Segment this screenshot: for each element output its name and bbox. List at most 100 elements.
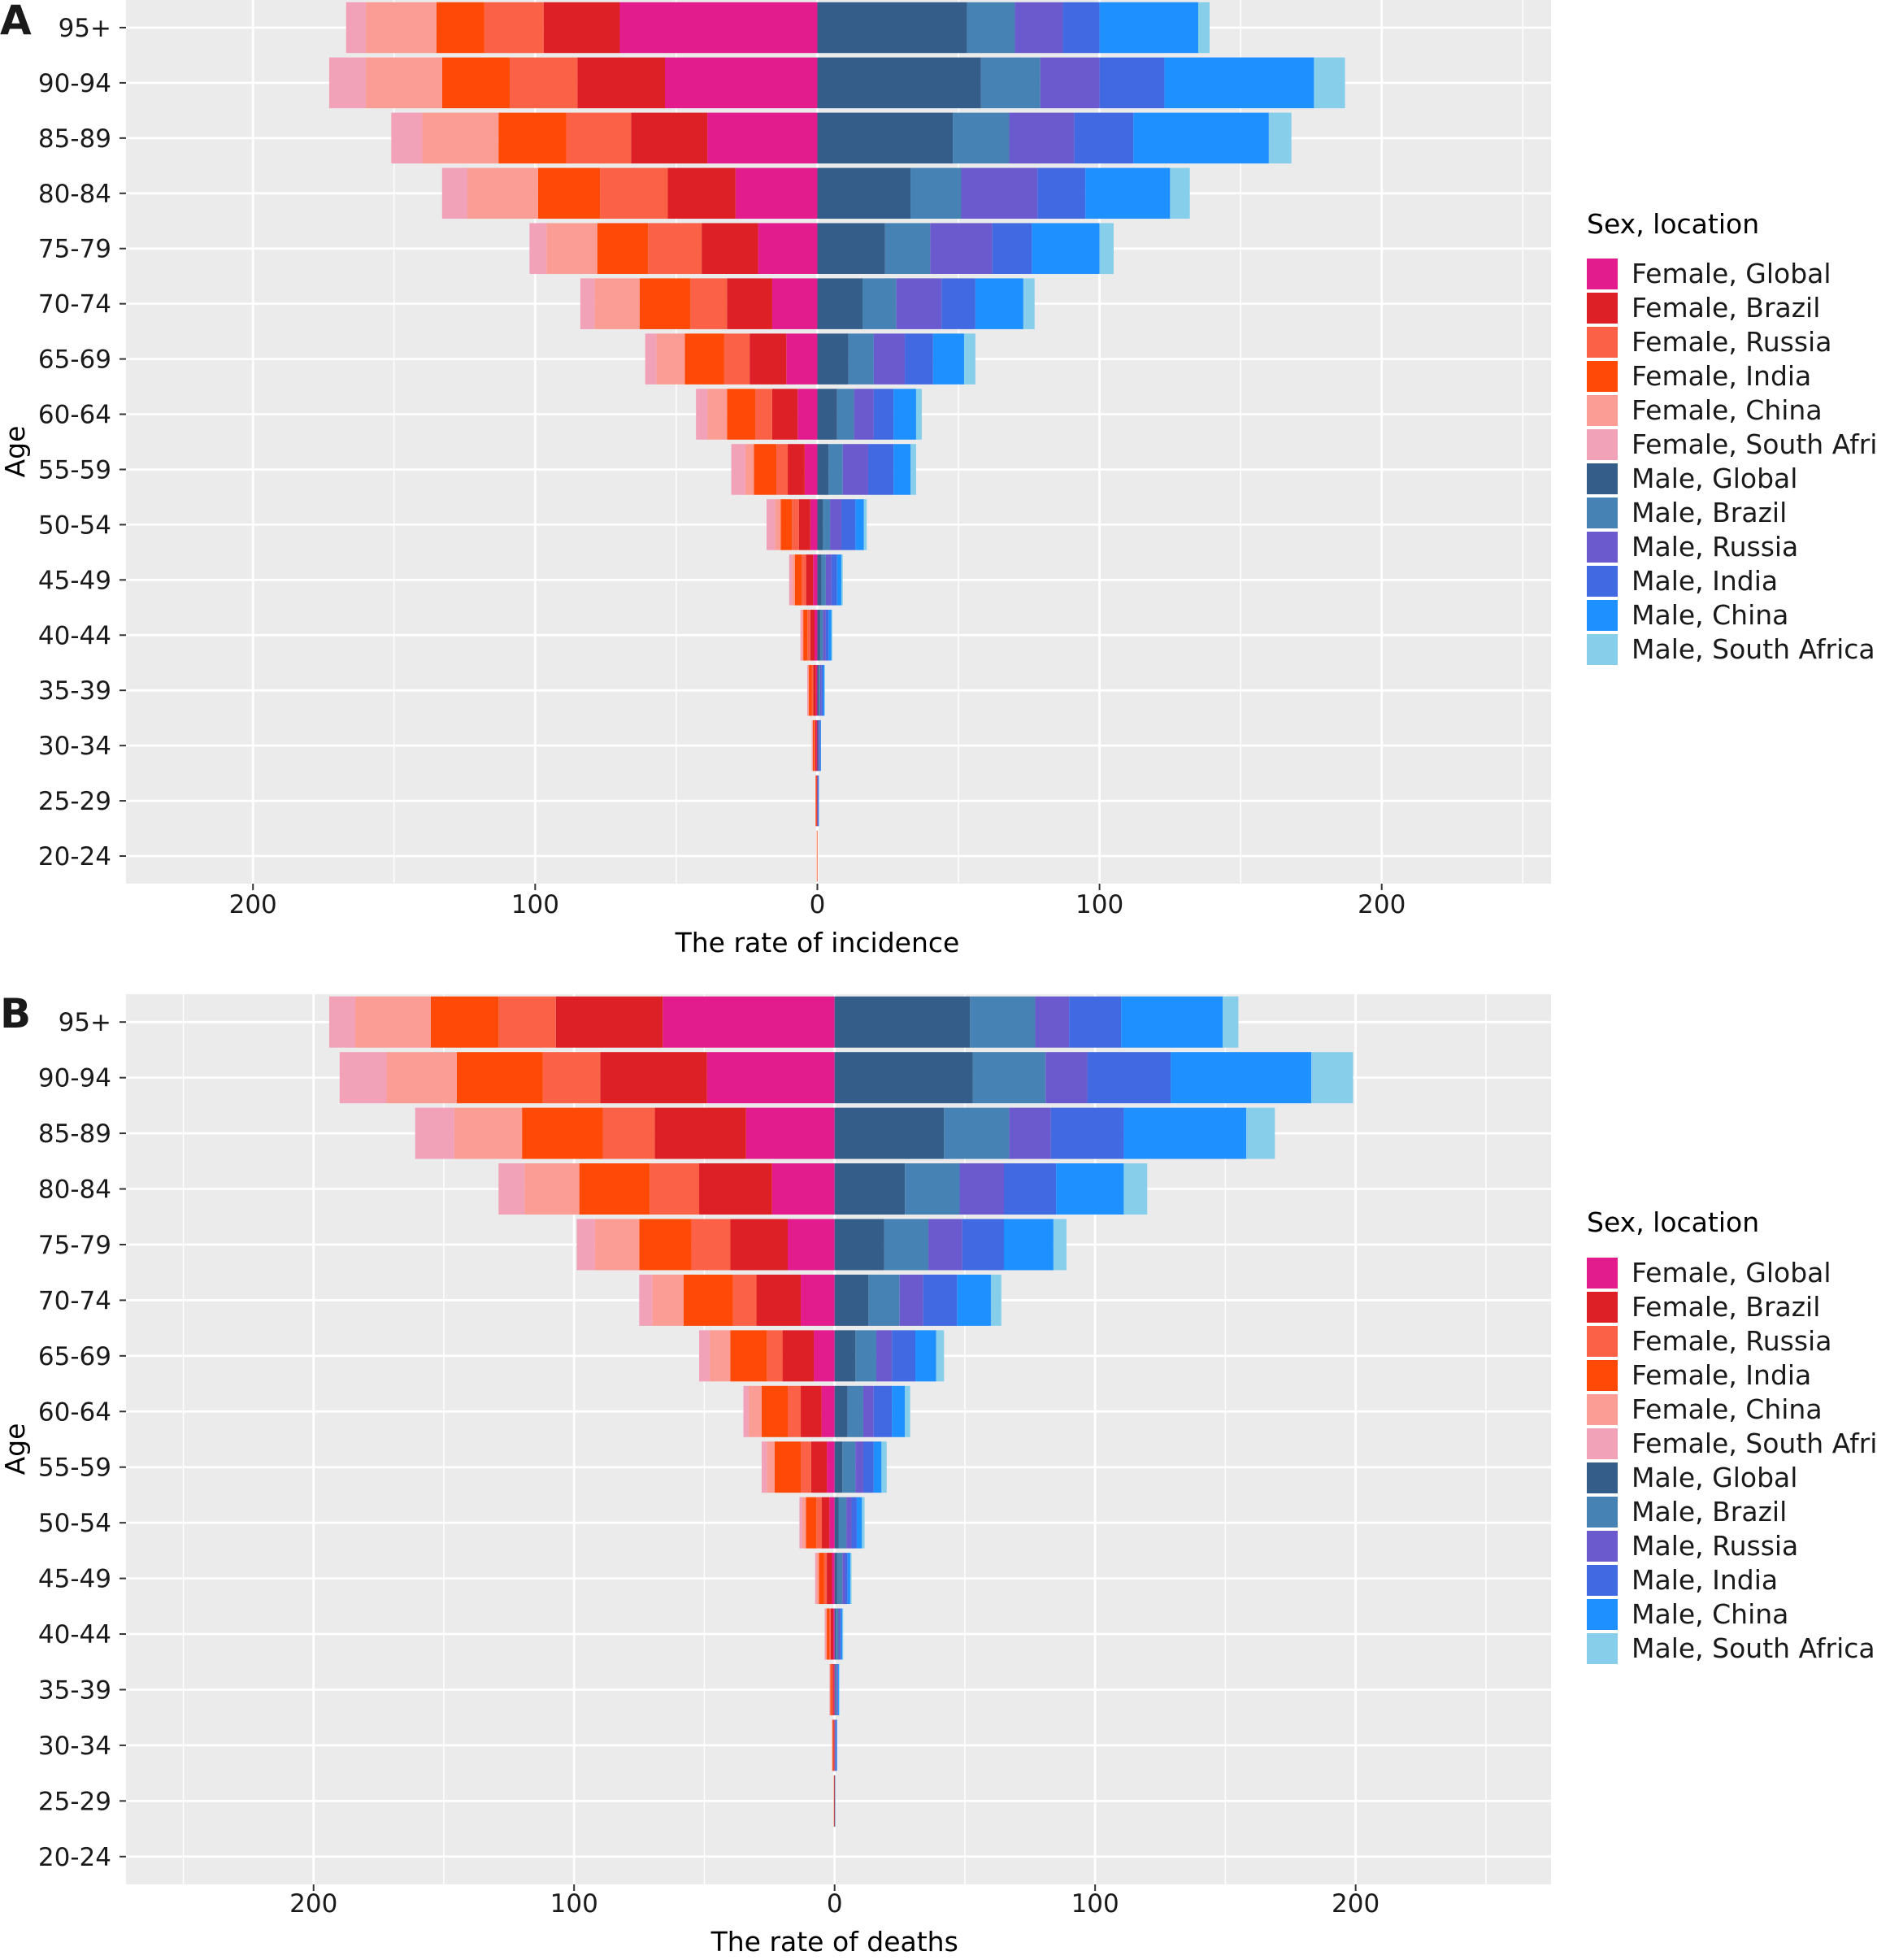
bar-female-global-75-79	[758, 223, 818, 274]
bar-male-china-40-44	[828, 610, 832, 661]
legend-swatch-male-brazil	[1587, 498, 1618, 528]
bar-male-china-30-34	[836, 1719, 837, 1771]
bar-female-brazil-75-79	[730, 1219, 789, 1271]
bar-female-global-55-59	[827, 1441, 835, 1493]
bar-male-south-africa-55-59	[881, 1441, 887, 1493]
bar-female-brazil-55-59	[788, 444, 805, 495]
y-tick-label: 75-79	[38, 1231, 111, 1260]
bar-male-china-60-64	[892, 1385, 906, 1437]
bar-female-russia-40-44	[807, 610, 810, 661]
x-tick-label: 200	[1358, 890, 1406, 919]
bar-male-russia-85-89	[1009, 1107, 1051, 1159]
bar-female-global-85-89	[707, 112, 818, 164]
bar-female-brazil-90-94	[600, 1052, 707, 1104]
bar-female-china-50-54	[802, 1497, 806, 1549]
bar-female-india-50-54	[806, 1497, 817, 1549]
bar-male-global-70-74	[834, 1274, 869, 1326]
bar-male-brazil-90-94	[980, 57, 1041, 109]
bar-male-india-60-64	[873, 389, 894, 440]
legend-swatch-male-brazil	[1587, 1497, 1618, 1528]
bar-female-brazil-55-59	[810, 1441, 828, 1493]
y-tick-label: 90-94	[38, 1064, 111, 1093]
bar-female-india-60-64	[761, 1385, 789, 1437]
bar-female-south-africa-55-59	[761, 1441, 767, 1493]
bar-female-south-africa-90-94	[339, 1052, 387, 1104]
bar-female-global-35-39	[833, 1663, 835, 1715]
bar-male-brazil-30-34	[835, 1719, 836, 1771]
bar-male-global-85-89	[834, 1107, 945, 1159]
legend-swatch-male-china	[1587, 1599, 1618, 1630]
bar-male-brazil-60-64	[847, 1385, 863, 1437]
legend-title: Sex, location	[1587, 208, 1759, 240]
bar-female-china-85-89	[422, 112, 499, 164]
bar-female-brazil-45-49	[806, 554, 814, 606]
bar-female-china-65-69	[709, 1330, 731, 1382]
legend-swatch-male-russia	[1587, 1531, 1618, 1562]
x-tick-label: 100	[1075, 890, 1123, 919]
bar-female-brazil-60-64	[801, 1385, 822, 1437]
x-tick-label: 200	[289, 1889, 337, 1919]
y-tick-label: 50-54	[38, 511, 111, 540]
bar-female-global-40-44	[833, 1608, 835, 1660]
bar-female-global-85-89	[745, 1107, 835, 1159]
bar-male-global-30-34	[817, 719, 819, 771]
bar-female-russia-85-89	[566, 112, 632, 164]
bar-male-global-90-94	[834, 1052, 973, 1104]
bar-male-russia-40-44	[823, 610, 826, 661]
bar-male-brazil-85-89	[953, 112, 1010, 164]
bar-male-china-65-69	[915, 1330, 936, 1382]
bar-male-china-45-49	[836, 554, 841, 606]
bar-female-india-55-59	[774, 1441, 802, 1493]
bar-male-china-80-84	[1056, 1163, 1124, 1215]
bar-female-global-90-94	[665, 57, 818, 109]
bar-female-global-60-64	[797, 389, 818, 440]
panel-label: B	[0, 990, 32, 1037]
legend-swatch-male-india	[1587, 566, 1618, 597]
bar-female-india-70-74	[639, 278, 691, 329]
bar-female-brazil-30-34	[815, 719, 817, 771]
bar-male-india-95	[1069, 996, 1122, 1048]
bar-male-russia-65-69	[875, 1330, 893, 1382]
bar-male-south-africa-70-74	[1023, 278, 1035, 329]
bar-female-india-20-24	[816, 830, 818, 882]
bar-male-china-85-89	[1133, 112, 1269, 164]
bar-male-china-35-39	[823, 664, 825, 716]
x-tick-label: 0	[810, 890, 826, 919]
bar-female-global-60-64	[821, 1385, 835, 1437]
legend-title: Sex, location	[1587, 1206, 1759, 1238]
bar-female-global-45-49	[813, 554, 818, 606]
bar-male-south-africa-95	[1198, 2, 1210, 54]
bar-female-russia-75-79	[648, 223, 702, 274]
bar-male-china-30-34	[820, 719, 821, 771]
bar-female-china-65-69	[656, 333, 685, 385]
bar-male-brazil-45-49	[821, 554, 826, 606]
bar-female-china-25-29	[815, 775, 816, 827]
legend-label-male-russia: Male, Russia	[1632, 531, 1798, 563]
bar-male-south-africa-35-39	[824, 664, 825, 716]
bar-male-brazil-50-54	[823, 499, 831, 550]
legend-swatch-female-india	[1587, 361, 1618, 392]
bar-male-russia-45-49	[825, 554, 832, 606]
bar-female-india-45-49	[794, 554, 802, 606]
bar-female-brazil-65-69	[782, 1330, 815, 1382]
bar-female-india-95	[430, 996, 499, 1048]
bar-female-global-90-94	[706, 1052, 835, 1104]
legend-label-female-russia: Female, Russia	[1632, 1325, 1831, 1357]
bar-female-global-25-29	[817, 775, 818, 827]
bar-male-india-80-84	[1037, 167, 1086, 219]
bar-male-china-35-39	[838, 1663, 840, 1715]
bar-female-south-africa-80-84	[441, 167, 468, 219]
bar-male-global-60-64	[834, 1385, 848, 1437]
bar-male-india-40-44	[840, 1608, 841, 1660]
legend-label-female-south-africa: Female, South Africa	[1632, 1428, 1877, 1459]
bar-female-china-95	[366, 2, 437, 54]
bar-female-global-75-79	[788, 1219, 835, 1271]
bar-female-india-35-39	[830, 1663, 832, 1715]
bar-female-china-55-59	[767, 1441, 775, 1493]
bar-male-india-90-94	[1099, 57, 1165, 109]
bar-male-russia-90-94	[1045, 1052, 1088, 1104]
bar-female-china-40-44	[802, 610, 804, 661]
legend-swatch-female-china	[1587, 1394, 1618, 1425]
bar-female-india-25-29	[833, 1775, 835, 1827]
bar-male-russia-40-44	[838, 1608, 841, 1660]
